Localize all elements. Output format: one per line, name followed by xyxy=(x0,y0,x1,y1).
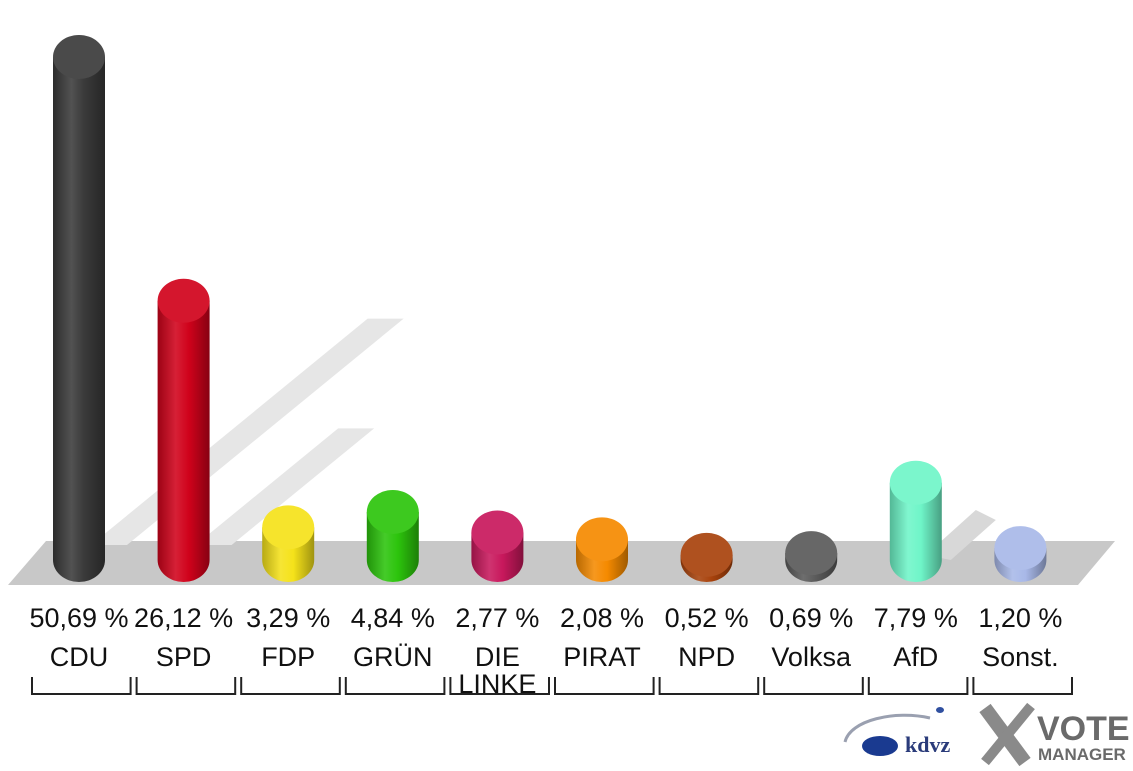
bar-cap xyxy=(576,517,628,562)
category-label: PIRAT xyxy=(563,642,641,672)
bars xyxy=(53,35,1047,582)
bar xyxy=(366,489,419,582)
bar-cap xyxy=(471,510,524,555)
bar-cap xyxy=(994,526,1047,571)
category-bracket xyxy=(867,677,969,695)
kdvz-swoosh-icon xyxy=(843,713,931,743)
category-label: GRÜN xyxy=(353,642,433,672)
kdvz-vote-manager-logo: kdvz VOTE MANAGER xyxy=(843,702,1130,767)
category-bracket xyxy=(554,677,655,695)
category-bracket xyxy=(449,677,550,695)
bar-cap xyxy=(366,489,419,534)
category-bracket xyxy=(31,677,132,695)
category-bracket xyxy=(240,677,341,695)
bar-cap xyxy=(262,505,315,550)
category-label: Sonst. xyxy=(982,642,1059,672)
category-label: AfD xyxy=(893,642,938,672)
kdvz-sphere-icon xyxy=(862,736,898,756)
vote-x-icon-stroke xyxy=(981,702,1035,766)
category-label: NPD xyxy=(678,642,735,672)
category-label: CDU xyxy=(50,642,109,672)
manager-text: MANAGER xyxy=(1038,745,1126,764)
bar-cap xyxy=(680,532,733,577)
value-label: 2,08 % xyxy=(560,603,644,633)
category-bracket xyxy=(763,677,864,695)
value-label: 7,79 % xyxy=(874,603,958,633)
bar xyxy=(471,510,524,582)
category-label: DIE xyxy=(475,642,520,672)
category-bracket xyxy=(972,677,1073,695)
category-bracket xyxy=(135,677,237,695)
bar xyxy=(157,278,210,582)
bar-cap xyxy=(889,460,942,505)
kdvz-text: kdvz xyxy=(905,732,950,757)
bar xyxy=(576,517,628,582)
category-brackets xyxy=(31,677,1073,695)
bar-chart: 50,69 % 26,12 % 3,29 % 4,84 % 2,77 % 2,08 % 0,… xyxy=(8,35,1115,699)
bar-cap xyxy=(785,531,838,576)
bar xyxy=(889,460,942,582)
bar-shadow xyxy=(925,510,996,560)
bar xyxy=(680,532,733,582)
bar-body xyxy=(157,300,210,582)
category-bracket xyxy=(344,677,446,695)
bar xyxy=(53,35,105,582)
value-label: 2,77 % xyxy=(455,603,539,633)
value-label: 50,69 % xyxy=(29,603,128,633)
bar-body xyxy=(889,482,942,582)
bar xyxy=(785,531,838,582)
bar-cap xyxy=(53,35,105,79)
bar-shadows xyxy=(91,318,996,560)
bar xyxy=(262,505,315,582)
value-label: 0,69 % xyxy=(769,603,853,633)
value-label: 1,20 % xyxy=(978,603,1062,633)
bar xyxy=(994,526,1047,582)
value-label: 3,29 % xyxy=(246,603,330,633)
vote-text: VOTE xyxy=(1037,710,1130,748)
bar-body xyxy=(53,57,105,582)
value-label: 26,12 % xyxy=(134,603,233,633)
value-label: 4,84 % xyxy=(351,603,435,633)
category-label: FDP xyxy=(261,642,315,672)
category-label: Volksa xyxy=(771,642,852,672)
value-labels: 50,69 % 26,12 % 3,29 % 4,84 % 2,77 % 2,08 % 0,… xyxy=(29,603,1062,633)
kdvz-dot-icon xyxy=(936,707,944,713)
category-bracket xyxy=(658,677,760,695)
value-label: 0,52 % xyxy=(665,603,749,633)
category-label: SPD xyxy=(156,642,212,672)
bar-cap xyxy=(157,278,210,323)
bar-shadow xyxy=(195,428,375,545)
